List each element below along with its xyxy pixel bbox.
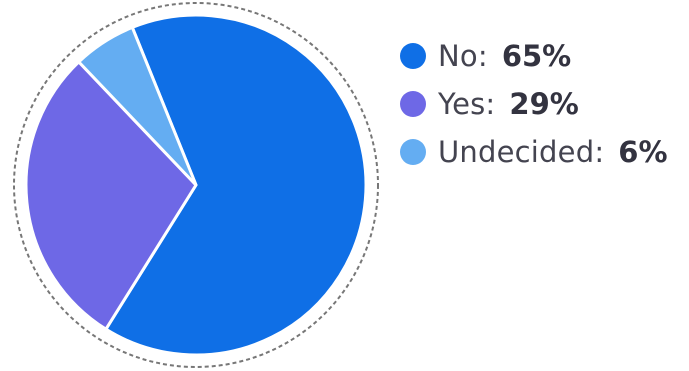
legend-label-no: No: (438, 39, 488, 73)
legend-value-yes: 29% (509, 87, 579, 121)
legend-swatch-undecided (400, 139, 426, 165)
legend-swatch-yes (400, 91, 426, 117)
legend-item-yes: Yes: 29% (400, 86, 668, 122)
legend-value-no: 65% (501, 39, 572, 73)
legend: No: 65% Yes: 29% Undecided: 6% (400, 38, 668, 182)
pie-slice-no (104, 13, 368, 357)
legend-label-yes: Yes: (438, 87, 496, 121)
pie-slice-undecided (77, 25, 198, 187)
pie-slice-yes (24, 60, 198, 331)
legend-label-undecided: Undecided: (438, 135, 605, 169)
legend-item-undecided: Undecided: 6% (400, 134, 668, 170)
legend-swatch-no (400, 43, 426, 69)
pie-outline-ring (13, 2, 379, 368)
legend-item-no: No: 65% (400, 38, 668, 74)
pie-slices (24, 13, 368, 357)
legend-value-undecided: 6% (618, 135, 668, 169)
